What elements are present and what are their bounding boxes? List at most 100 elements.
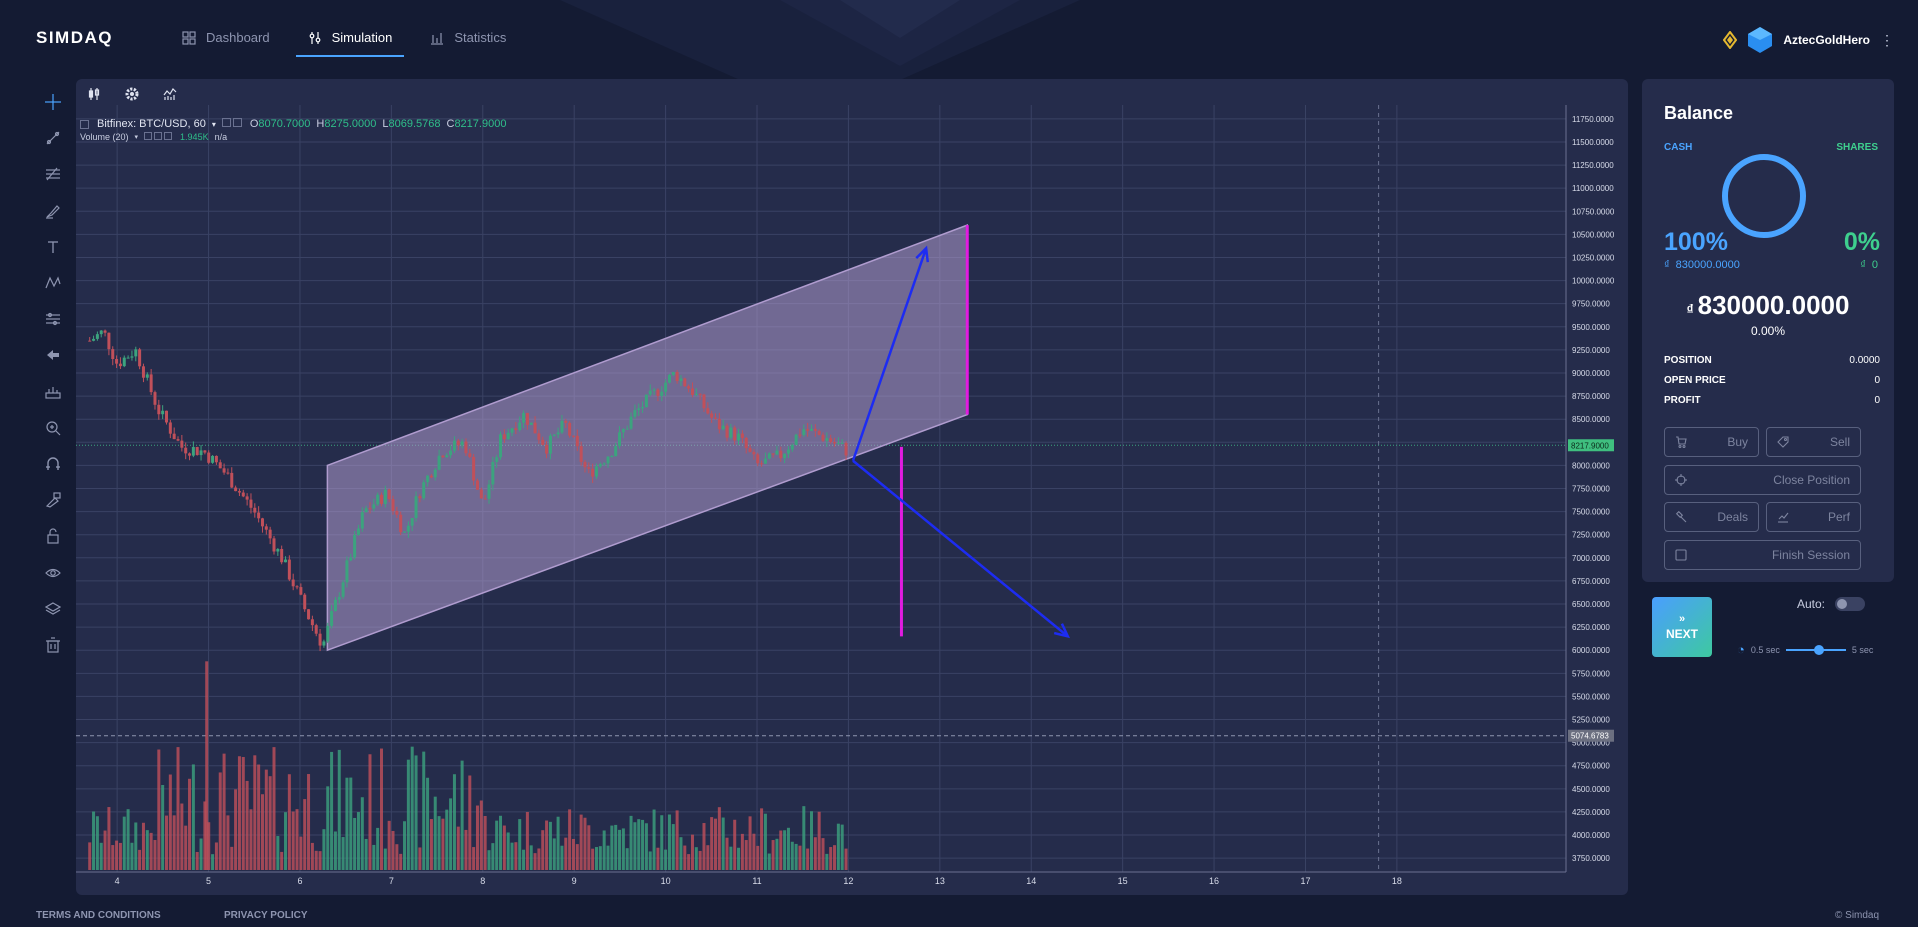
ruler-icon[interactable] (40, 374, 66, 410)
candle-body (353, 534, 357, 558)
avatar[interactable] (1747, 26, 1773, 54)
next-button[interactable]: » NEXT (1652, 597, 1712, 657)
candle-body (587, 467, 591, 469)
y-tick-label: 10000.0000 (1572, 277, 1615, 286)
volume-bar (729, 846, 733, 870)
volume-bar (606, 845, 610, 870)
close-position-button[interactable]: Close Position (1664, 465, 1861, 495)
user-name[interactable]: AztecGoldHero (1783, 33, 1870, 47)
nav-dashboard[interactable]: Dashboard (170, 22, 282, 57)
candle-body (740, 433, 744, 438)
text-icon[interactable] (40, 229, 66, 265)
eye-icon[interactable] (40, 554, 66, 590)
candle-body (690, 388, 694, 395)
volume-bar (410, 746, 414, 870)
current-price-tag-bg (1568, 439, 1614, 452)
magnet-icon[interactable] (40, 446, 66, 482)
price-chart[interactable]: 11750.0000 11500.0000 11250.0000 11000.0000… (76, 79, 1628, 895)
candle-body (249, 499, 253, 508)
candle-body (533, 422, 537, 434)
cash-label: CASH (1664, 142, 1693, 153)
x-tick-label: 13 (935, 876, 945, 886)
collapse-legend-icon[interactable] (80, 119, 89, 129)
volume-label[interactable]: Volume (20) (80, 132, 129, 142)
speed-slider[interactable] (1785, 644, 1846, 655)
volume-bar (568, 809, 572, 870)
trend-line-icon[interactable] (40, 120, 66, 156)
candle-body (307, 609, 311, 620)
candle-body (618, 432, 622, 447)
volume-bar (495, 820, 499, 870)
y-tick-label: 10250.0000 (1572, 253, 1615, 262)
money-icon: ₫ (1686, 301, 1698, 317)
volume-bar (356, 812, 360, 870)
volume-bar (667, 814, 671, 870)
layers-icon[interactable] (40, 591, 66, 627)
nav-statistics[interactable]: Statistics (418, 22, 518, 57)
candle-body (207, 452, 211, 463)
perf-button[interactable]: Perf (1766, 502, 1861, 532)
chart-panel[interactable]: 11750.0000 11500.0000 11250.0000 11000.0000… (76, 79, 1628, 895)
buy-button[interactable]: Buy (1664, 427, 1759, 457)
legend-controls[interactable] (221, 118, 244, 130)
candle-body (548, 435, 552, 454)
fib-icon[interactable] (40, 156, 66, 192)
sell-button[interactable]: Sell (1766, 427, 1861, 457)
candle-body (583, 461, 587, 468)
crosshair-icon[interactable] (40, 84, 66, 120)
finish-session-button[interactable]: Finish Session (1664, 540, 1861, 570)
candle-body (449, 450, 453, 456)
settings-icon[interactable] (120, 82, 144, 106)
volume-bar (449, 798, 453, 870)
candle-body (652, 389, 656, 391)
money-icon: ₫ (1664, 259, 1670, 271)
y-tick-label: 11000.0000 (1572, 184, 1614, 193)
volume-bar (111, 845, 115, 870)
more-options-icon[interactable]: ⋮ (1880, 31, 1894, 48)
candle-body (487, 484, 491, 499)
money-icon: ₫ (1860, 259, 1866, 271)
candle-body (199, 450, 203, 456)
auto-toggle[interactable] (1835, 597, 1866, 611)
deals-button[interactable]: Deals (1664, 502, 1759, 532)
user-menu[interactable]: AztecGoldHero ⋮ (1723, 26, 1894, 54)
candle-body (191, 447, 195, 456)
chevron-down-icon[interactable]: ▾ (134, 134, 139, 141)
volume-bar (337, 749, 341, 870)
volume-bar (307, 774, 311, 870)
unlock-icon[interactable] (40, 518, 66, 554)
shares-amount-value: 0 (1871, 259, 1878, 271)
candle-body (763, 458, 767, 464)
zoom-in-icon[interactable] (40, 410, 66, 446)
candle-type-icon[interactable] (82, 82, 106, 106)
candle-body (88, 340, 92, 342)
symbol-label[interactable]: Bitfinex: BTC/USD, 60 (97, 118, 206, 130)
volume-bar (330, 751, 334, 870)
terms-link[interactable]: TERMS AND CONDITIONS (36, 910, 161, 921)
brush-icon[interactable] (40, 193, 66, 229)
volume-bar (230, 846, 234, 870)
nav-simulation[interactable]: Simulation (295, 22, 405, 57)
privacy-link[interactable]: PRIVACY POLICY (224, 910, 308, 921)
candle-body (836, 443, 840, 445)
speed-slider-thumb[interactable] (1813, 644, 1824, 655)
volume-bar (437, 816, 441, 870)
candle-body (330, 611, 334, 626)
logo[interactable]: SIMDAQ (36, 28, 113, 47)
candle-body (468, 453, 472, 457)
shares-label: SHARES (1836, 142, 1878, 153)
volume-bar (134, 822, 138, 870)
volume-bar (287, 774, 291, 870)
back-arrow-icon[interactable] (40, 337, 66, 373)
volume-bar (399, 853, 403, 870)
volume-bar (314, 850, 318, 870)
volume-controls[interactable] (144, 132, 174, 142)
trash-icon[interactable] (40, 627, 66, 663)
volume-bar (257, 764, 261, 870)
lock-drawing-icon[interactable] (40, 482, 66, 518)
candle-body (257, 512, 261, 519)
indicators-icon[interactable] (158, 82, 182, 106)
pattern-icon[interactable] (40, 265, 66, 301)
chevron-down-icon[interactable]: ▾ (211, 119, 216, 129)
measure-icon[interactable] (40, 301, 66, 337)
